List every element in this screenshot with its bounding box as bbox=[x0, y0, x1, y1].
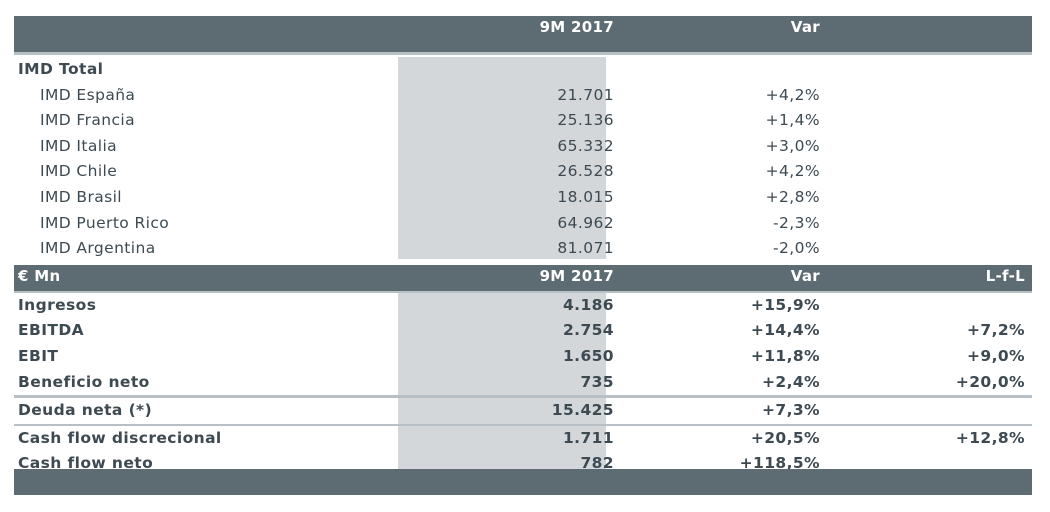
row-value: 21.701 bbox=[557, 85, 614, 104]
row-label: IMD Francia bbox=[40, 111, 136, 130]
row-value: 81.071 bbox=[557, 239, 614, 258]
row-var: +15,9% bbox=[750, 295, 820, 314]
row-value: 25.136 bbox=[557, 111, 614, 130]
header-var: Var bbox=[790, 18, 820, 36]
row-var: +7,3% bbox=[762, 401, 820, 420]
row-lfl: +7,2% bbox=[967, 321, 1025, 340]
row-label: IMD Chile bbox=[40, 162, 118, 181]
row-label: IMD España bbox=[40, 85, 136, 104]
row-label: IMD Argentina bbox=[40, 239, 156, 258]
header-lfl: L-f-L bbox=[985, 266, 1025, 285]
table-row: IMD Francia 25.136 +1,4% bbox=[14, 108, 1032, 134]
row-value: 26.528 bbox=[557, 162, 614, 181]
row-value: 64.962 bbox=[557, 213, 614, 232]
row-var: +2,4% bbox=[762, 372, 820, 391]
row-label: Beneficio neto bbox=[18, 372, 150, 391]
table-row: IMD Argentina 81.071 -2,0% bbox=[14, 236, 1032, 262]
table-footer-bar bbox=[14, 469, 1032, 495]
shaded-column-section1 bbox=[398, 57, 606, 259]
table-row: IMD Italia 65.332 +3,0% bbox=[14, 134, 1032, 160]
divider bbox=[14, 423, 1032, 426]
row-value: 735 bbox=[580, 372, 614, 391]
row-label: Cash flow discrecional bbox=[18, 428, 222, 447]
table-row-imd-total: IMD Total bbox=[14, 57, 1032, 83]
table-row: EBIT 1.650 +11,8% +9,0% bbox=[14, 344, 1032, 370]
table-row: IMD Brasil 18.015 +2,8% bbox=[14, 185, 1032, 211]
row-value: 4.186 bbox=[562, 295, 614, 314]
row-value: 1.711 bbox=[562, 428, 614, 447]
table-row: Cash flow discrecional 1.711 +20,5% +12,… bbox=[14, 426, 1032, 452]
row-lfl: +9,0% bbox=[967, 346, 1025, 365]
row-var: +3,0% bbox=[765, 136, 820, 155]
row-value: 65.332 bbox=[557, 136, 614, 155]
row-var: -2,0% bbox=[773, 239, 820, 258]
row-label: Deuda neta (*) bbox=[18, 401, 153, 420]
row-label: IMD Brasil bbox=[40, 187, 122, 206]
row-label: IMD Italia bbox=[40, 136, 118, 155]
row-value: 782 bbox=[580, 454, 614, 473]
section1-header: 9M 2017 Var bbox=[14, 16, 1032, 52]
table-row: IMD Chile 26.528 +4,2% bbox=[14, 159, 1032, 185]
row-var: +11,8% bbox=[750, 346, 820, 365]
header-period: 9M 2017 bbox=[539, 18, 614, 36]
row-var: -2,3% bbox=[773, 213, 820, 232]
divider bbox=[14, 290, 1032, 293]
divider bbox=[14, 395, 1032, 399]
table-row: IMD España 21.701 +4,2% bbox=[14, 83, 1032, 109]
row-label: IMD Puerto Rico bbox=[40, 213, 170, 232]
row-value: 1.650 bbox=[562, 346, 614, 365]
table-row: IMD Puerto Rico 64.962 -2,3% bbox=[14, 211, 1032, 237]
header-unit: € Mn bbox=[18, 266, 61, 285]
table-row: Deuda neta (*) 15.425 +7,3% bbox=[14, 398, 1032, 424]
row-label: EBIT bbox=[18, 346, 59, 365]
row-var: +2,8% bbox=[765, 187, 820, 206]
row-label: Ingresos bbox=[18, 295, 97, 314]
row-label: Cash flow neto bbox=[18, 454, 154, 473]
row-value: 2.754 bbox=[562, 321, 614, 340]
table-row: EBITDA 2.754 +14,4% +7,2% bbox=[14, 318, 1032, 344]
table-row: Beneficio neto 735 +2,4% +20,0% bbox=[14, 370, 1032, 396]
header-var: Var bbox=[790, 266, 820, 285]
table-row: Cash flow neto 782 +118,5% bbox=[14, 451, 1032, 477]
row-lfl: +20,0% bbox=[955, 372, 1025, 391]
row-lfl: +12,8% bbox=[955, 428, 1025, 447]
row-var: +20,5% bbox=[750, 428, 820, 447]
divider bbox=[14, 52, 1032, 55]
row-label: IMD Total bbox=[18, 60, 104, 78]
shaded-column-section2 bbox=[398, 288, 606, 469]
table-row: Ingresos 4.186 +15,9% bbox=[14, 293, 1032, 319]
row-var: +14,4% bbox=[750, 321, 820, 340]
row-var: +1,4% bbox=[765, 111, 820, 130]
row-var: +4,2% bbox=[765, 85, 820, 104]
row-var: +4,2% bbox=[765, 162, 820, 181]
header-period: 9M 2017 bbox=[539, 266, 614, 285]
results-table: 9M 2017 Var IMD Total IMD España 21.701 … bbox=[14, 16, 1032, 477]
section2-header: € Mn 9M 2017 Var L-f-L bbox=[14, 264, 1032, 291]
row-var: +118,5% bbox=[739, 454, 820, 473]
row-value: 15.425 bbox=[551, 401, 614, 420]
row-label: EBITDA bbox=[18, 321, 85, 340]
row-value: 18.015 bbox=[557, 187, 614, 206]
